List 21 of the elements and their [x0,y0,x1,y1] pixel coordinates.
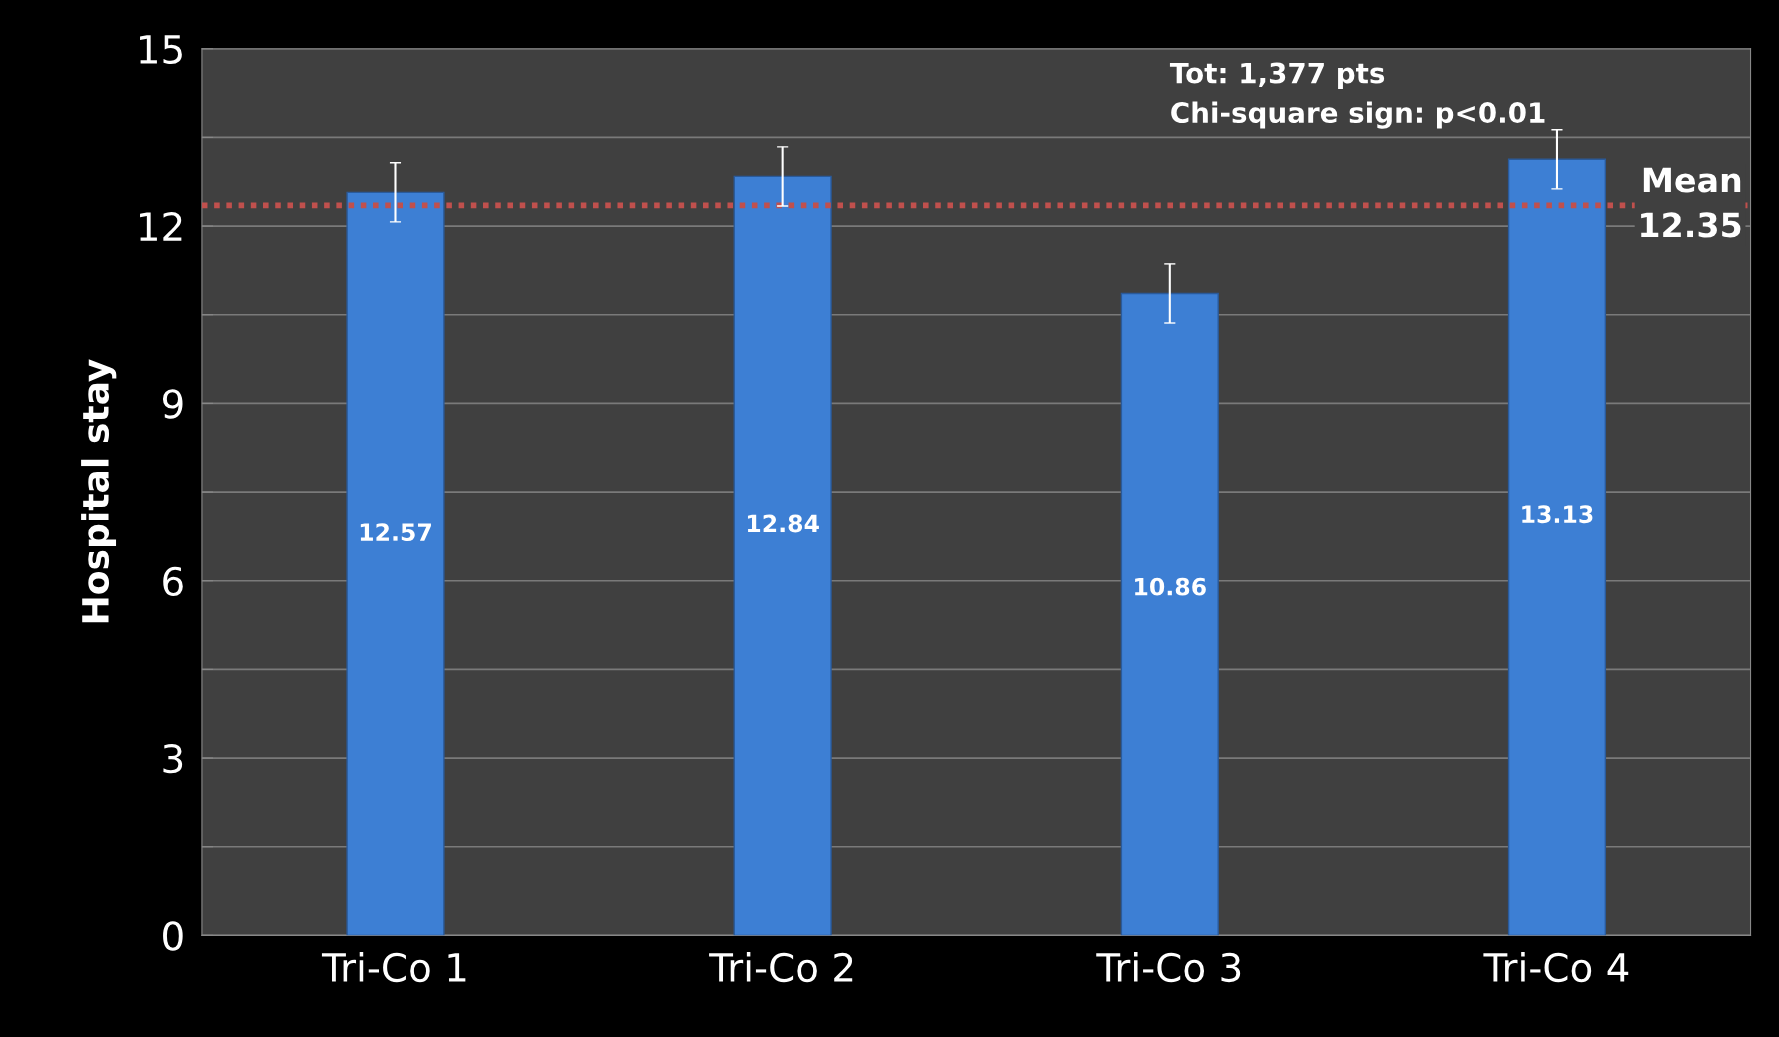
y-axis-title: Hospital stay [81,359,117,623]
data-label: 12.84 [747,514,819,533]
bar [346,191,445,936]
y-tick-label: 0 [163,921,183,951]
bar [1507,158,1607,936]
y-tick-label: 9 [162,389,183,419]
y-tick-label: 3 [163,743,183,774]
y-tick-label: 15 [140,35,182,65]
data-label: 13.13 [1522,505,1593,524]
x-tick-label: Tri-Co 4 [1483,952,1629,983]
y-tick-label: 6 [163,566,183,597]
bar [733,175,832,936]
annotation: Tot: 1,377 pts Chi-square sign: p<0.01 [1169,62,1545,129]
data-label: 12.57 [360,523,431,541]
data-label: 10.86 [1135,577,1206,596]
x-tick-label: Tri-Co 2 [709,952,853,983]
bar [1120,292,1219,936]
y-tick-label: 12 [140,211,182,241]
x-tick-label: Tri-Co 3 [1096,952,1241,983]
x-tick-label: Tri-Co 1 [321,952,466,983]
ref-line-label: Mean 12.35 [1641,167,1741,238]
